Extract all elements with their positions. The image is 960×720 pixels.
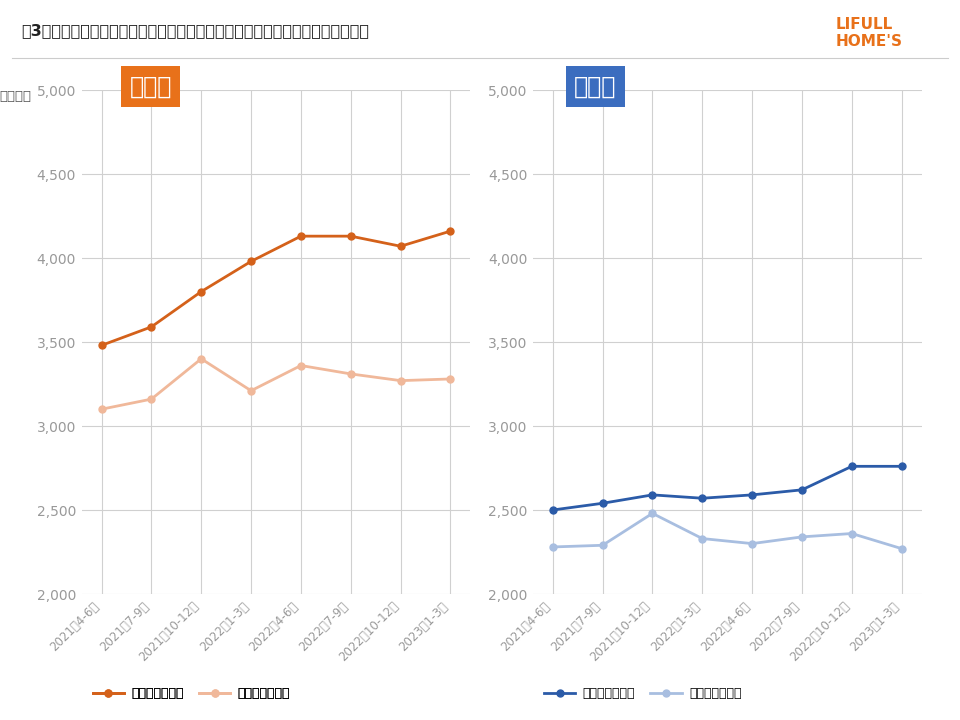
Text: 首都圏: 首都圏 [130, 74, 172, 99]
Text: 近畿圏: 近畿圏 [574, 74, 616, 99]
Y-axis label: （万円）: （万円） [0, 90, 31, 103]
Legend: 首都圏掲載価格, 首都圏反響価格: 首都圏掲載価格, 首都圏反響価格 [88, 682, 296, 705]
Text: 図3：都市圏別ファミリー向き中古マンションにおける掲載価格・反響価格推移: 図3：都市圏別ファミリー向き中古マンションにおける掲載価格・反響価格推移 [21, 23, 369, 38]
Text: LIFULL
HOME'S: LIFULL HOME'S [835, 17, 902, 49]
Legend: 近畿圏掲載価格, 近畿圏反響価格: 近畿圏掲載価格, 近畿圏反響価格 [540, 682, 747, 705]
